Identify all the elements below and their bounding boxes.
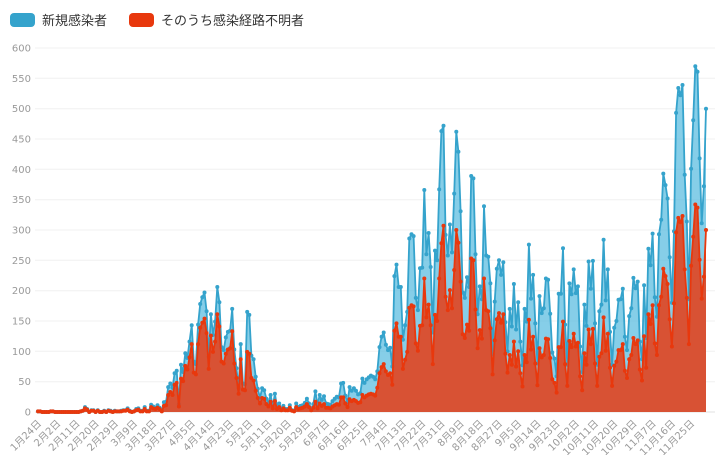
legend-swatch-new-cases: [10, 12, 35, 27]
legend-item-unknown-route[interactable]: そのうち感染経路不明者: [129, 10, 304, 29]
svg-text:350: 350: [12, 195, 31, 206]
legend-label-new-cases: 新規感染者: [42, 14, 108, 29]
svg-text:200: 200: [12, 286, 31, 297]
legend-item-new-cases[interactable]: 新規感染者: [10, 10, 107, 29]
svg-text:550: 550: [12, 74, 31, 85]
y-axis-labels: 0 50 100 150 200 250 300 350 400 450 500 550 600: [12, 44, 31, 419]
svg-text:100: 100: [12, 347, 31, 358]
svg-text:0: 0: [25, 408, 31, 419]
svg-text:150: 150: [12, 317, 31, 328]
svg-text:50: 50: [18, 377, 31, 388]
svg-text:450: 450: [12, 135, 31, 146]
svg-text:300: 300: [12, 226, 31, 237]
legend-swatch-unknown-route: [129, 12, 155, 27]
x-axis-labels: 1月24日2月2日2月11日2月20日2月29日3月9日3月18日3月27日4月…: [8, 418, 697, 455]
svg-text:600: 600: [12, 44, 31, 55]
chart-legend: 新規感染者 そのうち感染経路不明者: [10, 10, 304, 29]
svg-text:500: 500: [12, 104, 31, 115]
legend-label-unknown-route: そのうち感染経路不明者: [161, 14, 305, 29]
svg-text:400: 400: [12, 165, 31, 176]
series-unknown-route[interactable]: [36, 202, 708, 415]
svg-text:250: 250: [12, 256, 31, 267]
grid-lines: [35, 47, 715, 413]
